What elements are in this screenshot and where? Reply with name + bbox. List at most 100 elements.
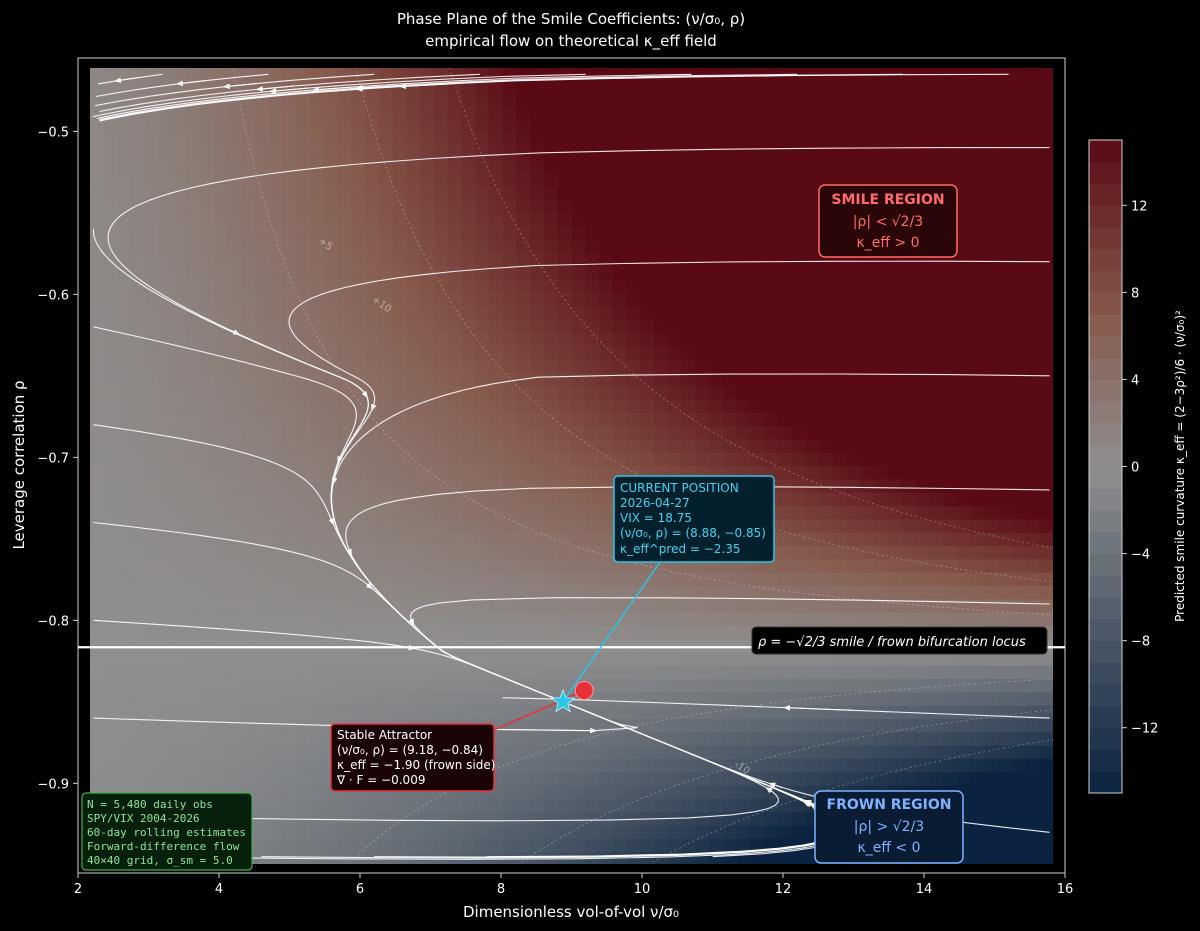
heatmap-cell xyxy=(296,638,311,653)
heatmap-cell xyxy=(970,731,985,746)
heatmap-cell xyxy=(296,585,311,600)
heatmap-cell xyxy=(612,705,628,720)
heatmap-cell xyxy=(984,598,999,613)
heatmap-cell xyxy=(695,132,710,147)
heatmap-cell xyxy=(736,784,751,799)
heatmap-cell xyxy=(984,385,999,400)
heatmap-cell xyxy=(530,651,545,666)
heatmap-cell xyxy=(915,678,930,693)
heatmap-cell xyxy=(337,505,352,520)
heatmap-cell xyxy=(392,518,408,533)
heatmap-cell xyxy=(103,292,119,307)
heatmap-cell xyxy=(172,159,187,174)
heatmap-cell xyxy=(764,199,779,214)
heatmap-cell xyxy=(970,305,985,320)
heatmap-cell xyxy=(351,651,366,666)
heatmap-cell xyxy=(365,478,380,493)
heatmap-cell xyxy=(667,731,683,746)
heatmap-cell xyxy=(887,359,903,373)
heatmap-cell xyxy=(378,425,394,440)
heatmap-cell xyxy=(255,838,270,853)
heatmap-cell xyxy=(612,678,628,693)
heatmap-cell xyxy=(640,279,655,294)
heatmap-cell xyxy=(819,705,834,720)
heatmap-cell xyxy=(1039,598,1053,613)
heatmap-cell xyxy=(860,305,875,320)
heatmap-cell xyxy=(530,438,545,453)
heatmap-cell xyxy=(488,79,504,94)
chart-title: Phase Plane of the Smile Coefficients: (… xyxy=(397,10,745,28)
heatmap-cell xyxy=(227,545,242,560)
heatmap-cell xyxy=(200,119,215,134)
heatmap-cell xyxy=(1039,398,1053,413)
heatmap-cell xyxy=(860,691,875,706)
colorbar-band xyxy=(1089,401,1122,424)
kappa-contour xyxy=(347,678,1053,864)
heatmap-cell xyxy=(433,625,449,640)
heatmap-cell xyxy=(612,771,628,786)
heatmap-cell xyxy=(406,279,421,294)
heatmap-cell xyxy=(117,771,132,786)
heatmap-cell xyxy=(392,106,408,120)
heatmap-cell xyxy=(351,518,366,533)
heatmap-cell xyxy=(1025,571,1040,586)
heatmap-cell xyxy=(681,824,696,839)
heatmap-cell xyxy=(805,398,820,413)
heatmap-cell xyxy=(1025,398,1040,413)
heatmap-cell xyxy=(103,265,119,280)
heatmap-cell xyxy=(777,492,793,507)
heatmap-cell xyxy=(736,239,751,254)
stream-arrow xyxy=(355,85,405,92)
heatmap-cell xyxy=(543,771,559,786)
heatmap-cell xyxy=(997,305,1013,320)
heatmap-cell xyxy=(282,132,297,147)
heatmap-cell xyxy=(282,478,297,493)
heatmap-cell xyxy=(392,199,408,214)
heatmap-cell xyxy=(255,478,270,493)
heatmap-cell xyxy=(255,745,270,759)
heatmap-cell xyxy=(1039,159,1053,174)
heatmap-cell xyxy=(819,745,834,759)
heatmap-cell xyxy=(722,68,738,81)
heatmap-cell xyxy=(365,824,380,839)
heatmap-cell xyxy=(227,279,242,294)
heatmap-cell xyxy=(997,811,1013,826)
heatmap-cell xyxy=(970,132,985,147)
heatmap-cell xyxy=(337,611,352,626)
info-line-4: Forward-difference flow xyxy=(87,840,240,853)
heatmap-cell xyxy=(640,425,655,440)
heatmap-cell xyxy=(296,611,311,626)
heatmap-cell xyxy=(970,571,985,586)
heatmap-cell xyxy=(901,412,917,427)
heatmap-cell xyxy=(241,212,256,227)
heatmap-cell xyxy=(433,212,449,227)
heatmap-cell xyxy=(117,611,132,626)
heatmap-cell xyxy=(764,305,779,320)
heatmap-cell xyxy=(475,172,490,187)
heatmap-cell xyxy=(915,68,930,81)
heatmap-cell xyxy=(365,385,380,400)
heatmap-cell xyxy=(145,478,160,493)
heatmap-cell xyxy=(736,372,751,387)
heatmap-cell xyxy=(516,838,531,853)
heatmap-cell xyxy=(103,691,119,706)
info-line-5: 40×40 grid, σ_sm = 5.0 xyxy=(87,854,233,867)
heatmap-cell xyxy=(351,705,366,720)
heatmap-cell xyxy=(378,185,394,200)
heatmap-cell xyxy=(502,132,518,147)
heatmap-cell xyxy=(626,106,641,120)
heatmap-cell xyxy=(640,718,655,733)
heatmap-cell xyxy=(915,691,930,706)
heatmap-cell xyxy=(378,691,394,706)
heatmap-cell xyxy=(351,638,366,653)
heatmap-cell xyxy=(681,784,696,799)
heatmap-cell xyxy=(640,438,655,453)
heatmap-cell xyxy=(984,838,999,853)
heatmap-cell xyxy=(736,824,751,839)
heatmap-cell xyxy=(268,225,284,240)
heatmap-cell xyxy=(1011,571,1027,586)
heatmap-cell xyxy=(681,359,696,373)
heatmap-cell xyxy=(530,79,545,94)
heatmap-cell xyxy=(530,199,545,214)
heatmap-cell xyxy=(1025,518,1040,533)
